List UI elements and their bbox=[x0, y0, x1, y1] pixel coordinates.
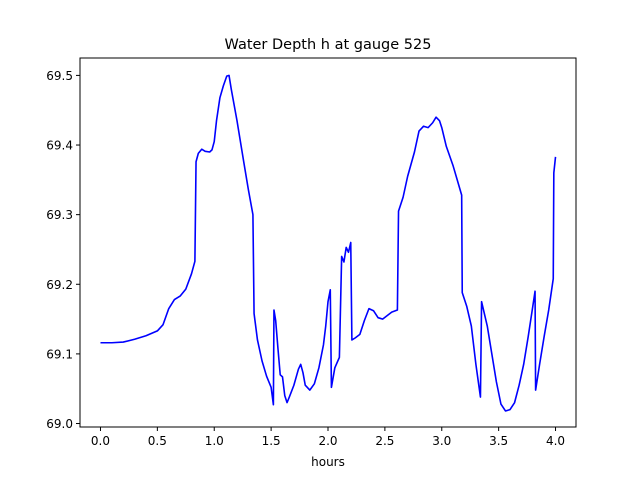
series-line-0 bbox=[100, 74, 557, 412]
x-tick-label: 0.5 bbox=[148, 434, 167, 448]
y-tick-label: 69.2 bbox=[46, 278, 73, 292]
y-tick-label: 69.3 bbox=[46, 208, 73, 222]
y-tick-label: 69.0 bbox=[46, 417, 73, 431]
x-tick-label: 2.5 bbox=[375, 434, 394, 448]
x-tick-label: 3.0 bbox=[432, 434, 451, 448]
plot-area: 0.0 0.5 1.0 1.5 2.0 2.5 3.0 3.5 4.0 69.0 69.1 69.2 6… bbox=[46, 57, 577, 448]
x-tick-label: 2.0 bbox=[318, 434, 337, 448]
y-tick-label: 69.1 bbox=[46, 347, 73, 361]
chart-title: Water Depth h at gauge 525 bbox=[225, 37, 432, 53]
x-tick-label: 1.0 bbox=[205, 434, 224, 448]
x-tick-label: 3.5 bbox=[489, 434, 508, 448]
y-tick-label: 69.5 bbox=[46, 69, 73, 83]
x-tick-label: 4.0 bbox=[546, 434, 565, 448]
y-tick-label: 69.4 bbox=[46, 139, 73, 153]
x-tick-label: 1.5 bbox=[262, 434, 281, 448]
x-tick-label: 0.0 bbox=[91, 434, 110, 448]
x-axis-title: hours bbox=[311, 455, 345, 469]
